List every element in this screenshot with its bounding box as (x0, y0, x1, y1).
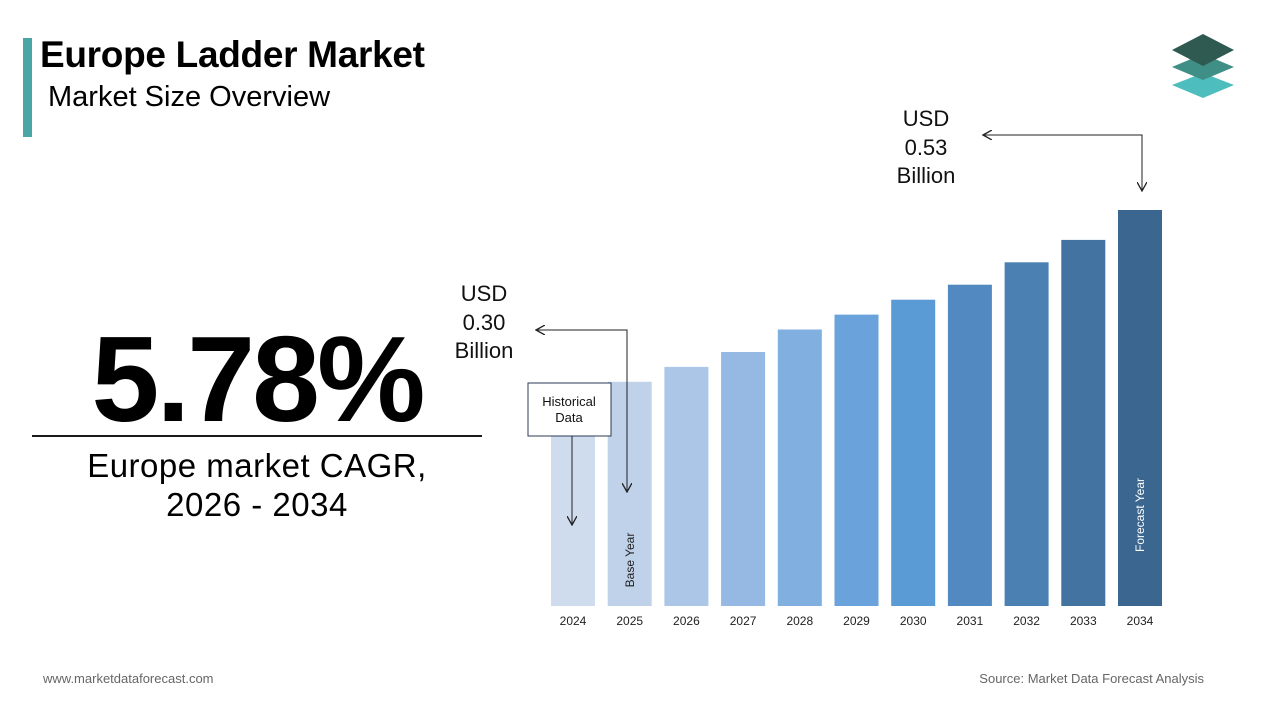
bar-2032 (1004, 262, 1049, 606)
start-value-currency: USD (461, 281, 507, 306)
bar-2033 (1061, 239, 1106, 606)
historical-data-box (527, 382, 612, 437)
start-value-amount: 0.30 (463, 310, 506, 335)
x-tick-label-2027: 2027 (730, 614, 757, 628)
start-value-arrow (536, 330, 627, 492)
page-title: Europe Ladder Market (40, 34, 425, 75)
end-value-amount: 0.53 (905, 135, 948, 160)
bar-2031 (947, 284, 992, 606)
x-tick-label-2034: 2034 (1127, 614, 1154, 628)
x-tick-label-2033: 2033 (1070, 614, 1097, 628)
title-accent-bar (23, 38, 32, 137)
historical-data-line2: Data (555, 410, 583, 425)
cagr-value: 5.78% (91, 311, 426, 447)
cagr-label: Europe market CAGR, 2026 - 2034 (32, 446, 482, 524)
bars-layer (551, 210, 1162, 606)
x-tick-label-2030: 2030 (900, 614, 927, 628)
historical-data-line1: Historical (542, 394, 596, 409)
bar-2026 (664, 366, 709, 606)
cagr-label-line2: 2026 - 2034 (166, 486, 348, 523)
x-tick-label-2029: 2029 (843, 614, 870, 628)
footer-source: Source: Market Data Forecast Analysis (979, 671, 1204, 686)
footer-website: www.marketdataforecast.com (43, 671, 214, 686)
page-subtitle: Market Size Overview (48, 81, 331, 113)
stacked-layers-icon (1172, 34, 1234, 98)
x-tick-label-2031: 2031 (957, 614, 984, 628)
base-year-label: Base Year (623, 533, 637, 588)
x-tick-label-2032: 2032 (1013, 614, 1040, 628)
end-value-currency: USD (903, 106, 949, 131)
x-tick-label-2025: 2025 (616, 614, 643, 628)
cagr-label-line1: Europe market CAGR, (87, 447, 427, 484)
bar-2030 (891, 299, 936, 606)
end-value-arrow (983, 135, 1142, 191)
x-tick-label-2024: 2024 (560, 614, 587, 628)
x-tick-label-2026: 2026 (673, 614, 700, 628)
start-value-unit: Billion (455, 338, 514, 363)
forecast-year-label: Forecast Year (1133, 478, 1147, 552)
x-tick-label-2028: 2028 (786, 614, 813, 628)
bar-2027 (721, 352, 766, 606)
x-axis-tick-labels: 2024 2025 2026 2027 2028 2029 2030 2031 2032 2033… (560, 614, 1154, 628)
bar-2029 (834, 314, 879, 606)
cagr-divider (32, 435, 482, 437)
bar-2034 (1118, 210, 1162, 606)
end-value-unit: Billion (897, 163, 956, 188)
bar-2028 (777, 329, 822, 606)
